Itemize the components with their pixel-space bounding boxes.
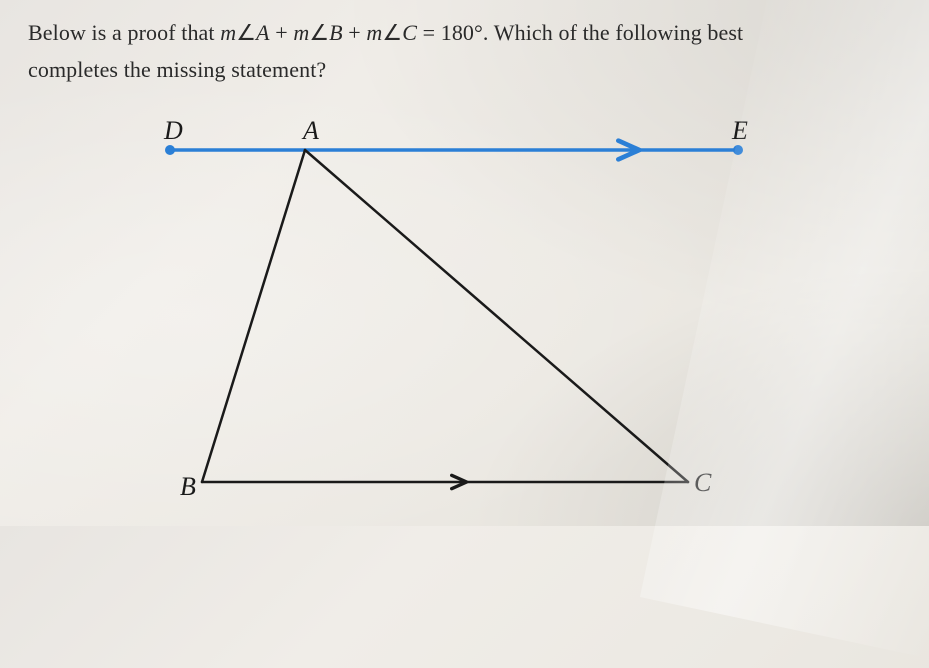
question-line-2: completes the missing statement? xyxy=(28,51,889,88)
text-post: . Which of the following best xyxy=(483,20,743,45)
math-eq: = 180° xyxy=(417,20,483,45)
question-line-1: Below is a proof that m∠A + m∠B + m∠C = … xyxy=(28,14,889,51)
math-m3: m xyxy=(366,20,382,45)
question-text: Below is a proof that m∠A + m∠B + m∠C = … xyxy=(28,14,889,89)
point-label-B: B xyxy=(180,472,196,502)
math-m1: m xyxy=(220,20,236,45)
math-plus1: + xyxy=(270,20,294,45)
diagram-svg xyxy=(130,110,790,510)
math-m2: m xyxy=(293,20,309,45)
text-pre: Below is a proof that xyxy=(28,20,220,45)
point-label-D: D xyxy=(164,116,183,146)
math-plus2: + xyxy=(343,20,367,45)
math-B: B xyxy=(329,20,343,45)
math-angle2: ∠ xyxy=(309,20,329,45)
math-angle3: ∠ xyxy=(382,20,402,45)
point-label-E: E xyxy=(732,116,748,146)
math-angle1: ∠ xyxy=(236,20,256,45)
point-label-A: A xyxy=(303,116,319,146)
math-C: C xyxy=(402,20,417,45)
math-A: A xyxy=(256,20,270,45)
point-label-C: C xyxy=(694,468,711,498)
geometry-diagram: D A E B C xyxy=(130,110,790,510)
